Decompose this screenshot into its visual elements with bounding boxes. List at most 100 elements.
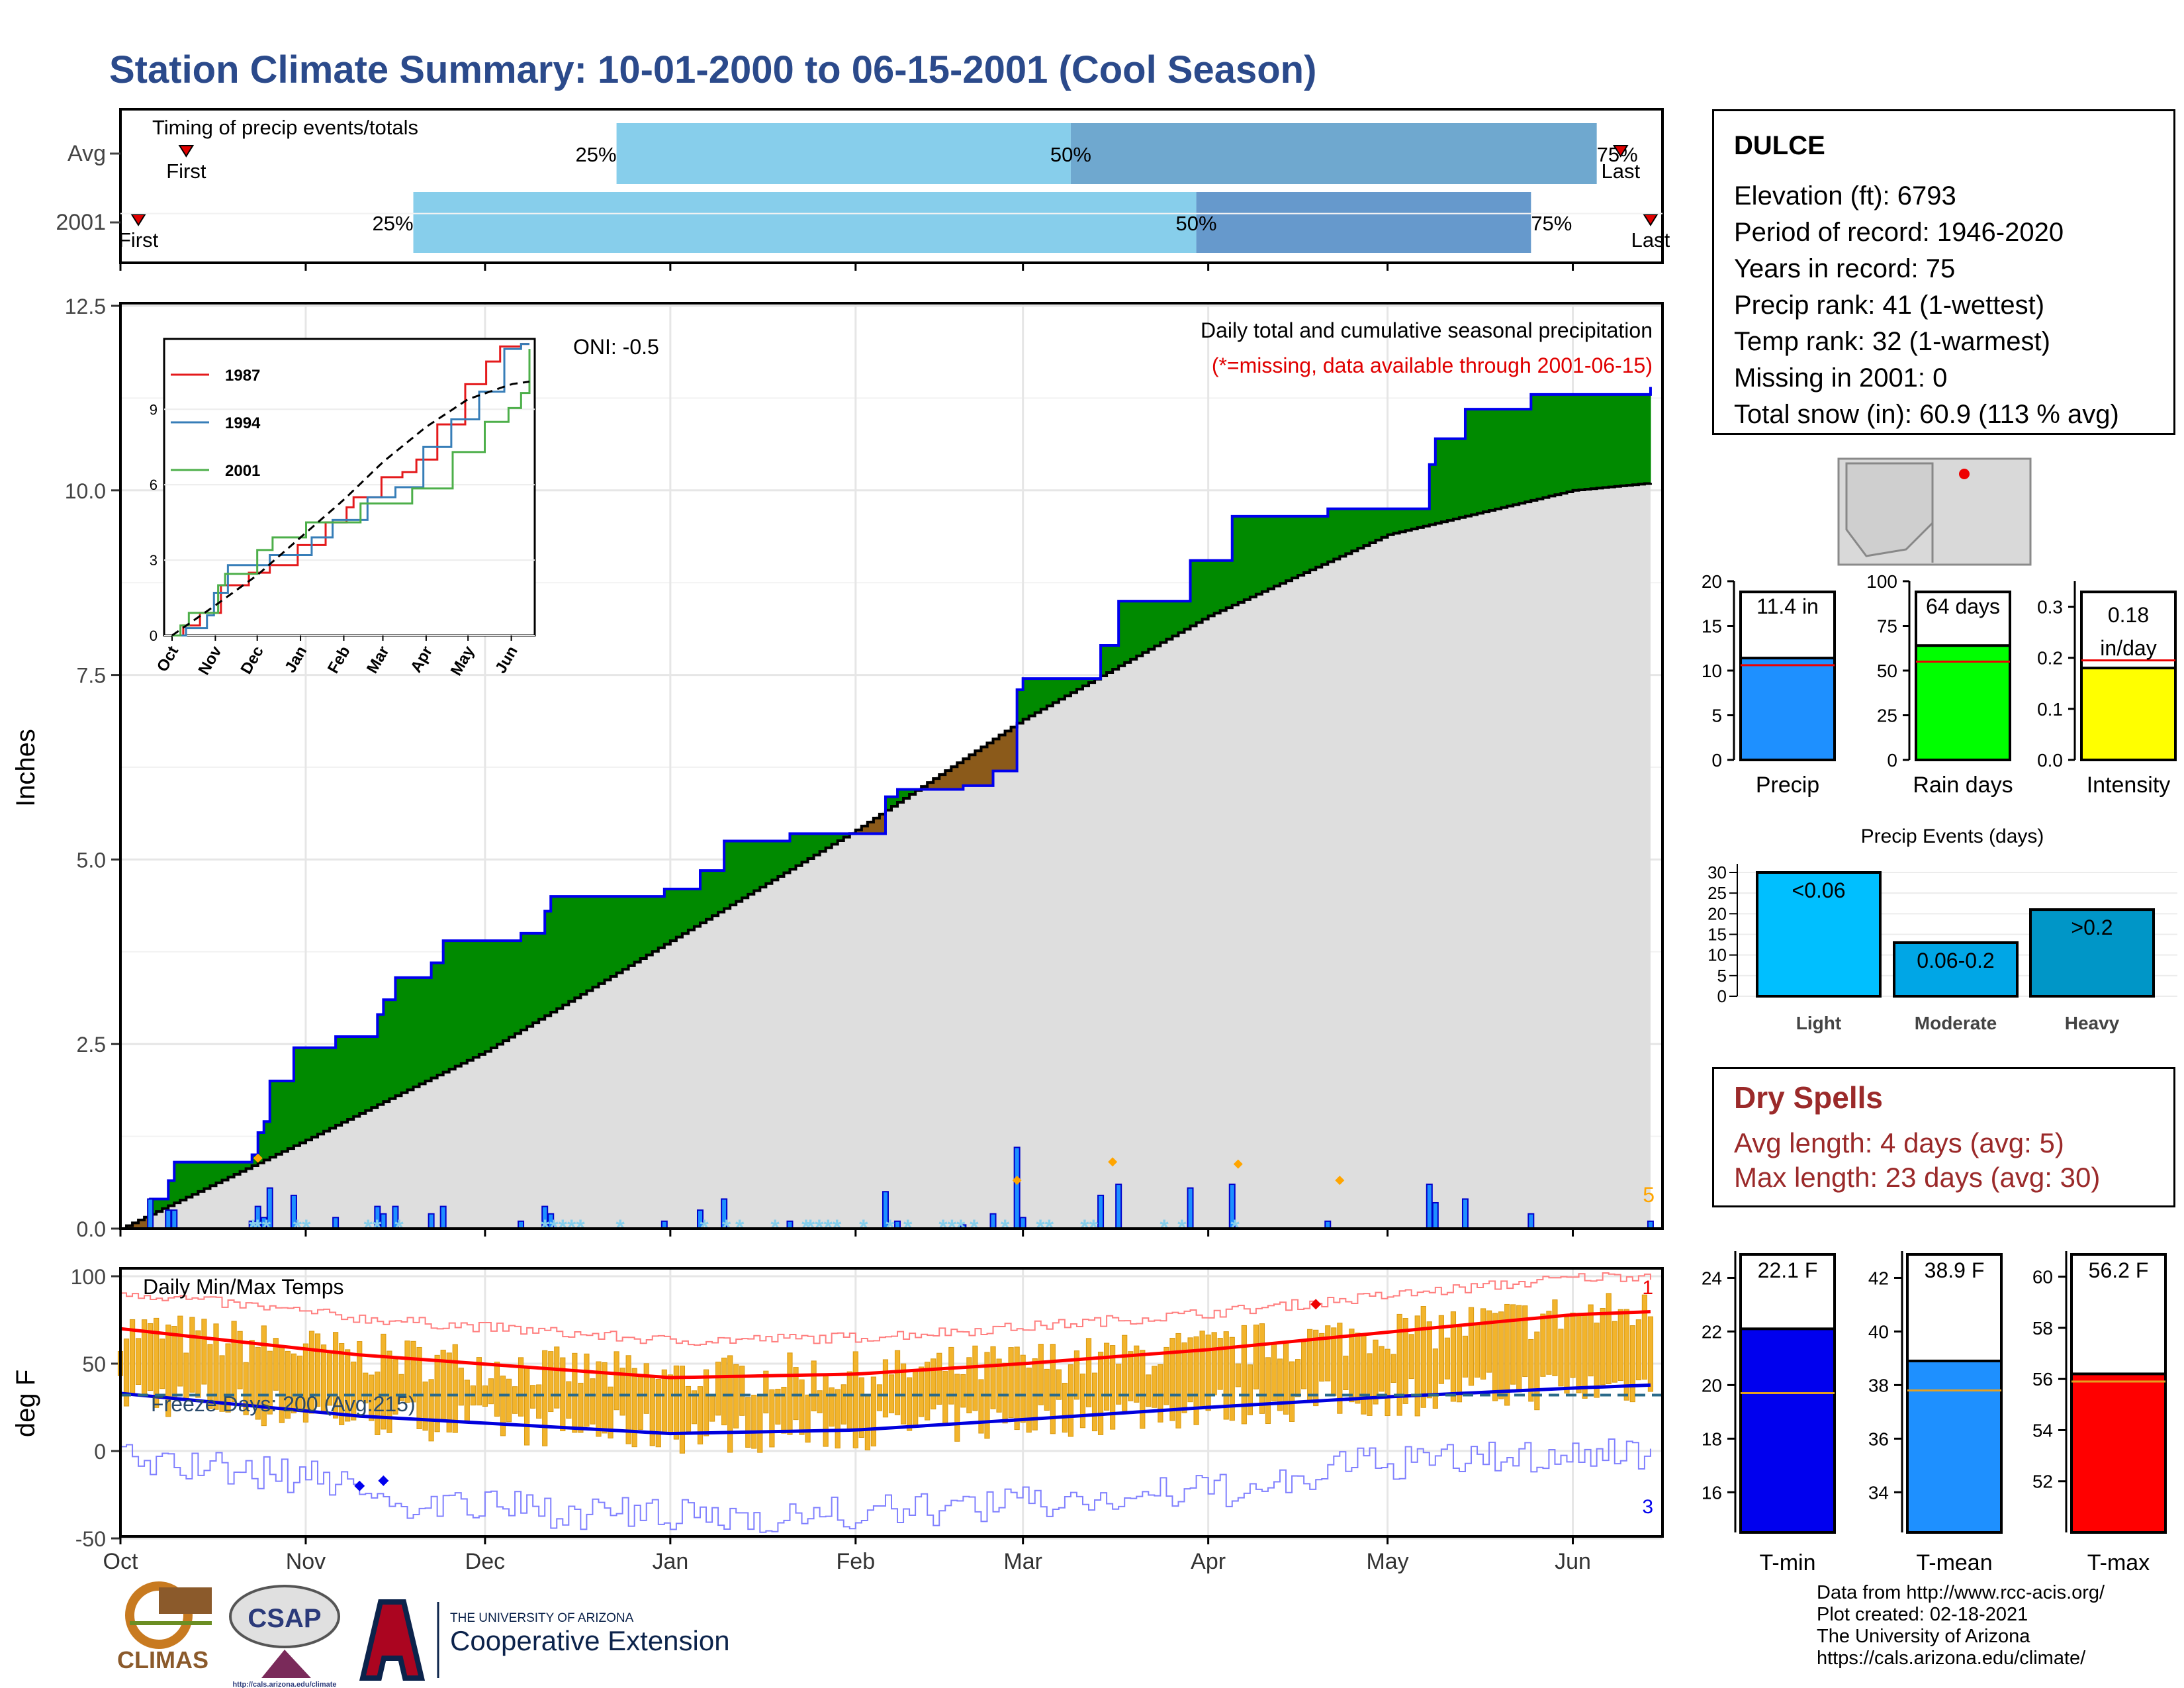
daily-temp-bar [261, 1325, 267, 1427]
daily-temp-bar [1504, 1303, 1510, 1406]
dry-spells-max: Max length: 23 days (avg: 30) [1734, 1162, 2101, 1193]
precip-panel-frame [119, 302, 1664, 1230]
above-average-fill [150, 394, 1651, 1215]
daily-temp-bar [273, 1338, 279, 1391]
daily-precip-bar [380, 1213, 387, 1230]
daily-temp-bar [267, 1350, 273, 1415]
ua-logo-text: Cooperative Extension [450, 1625, 730, 1656]
credit-line: Plot created: 02-18-2021 [1817, 1604, 2028, 1625]
daily-temp-bar [936, 1352, 942, 1405]
daily-temp-bar [1379, 1346, 1385, 1392]
daily-temp-bar [1020, 1354, 1026, 1423]
daily-temp-bar [1187, 1337, 1193, 1403]
daily-temp-bar [536, 1384, 542, 1419]
daily-temp-bar [1647, 1316, 1654, 1392]
daily-temp-bar [1277, 1358, 1283, 1411]
events-bar [1756, 871, 1882, 998]
station-location-dot [1959, 469, 1970, 479]
station-period: Period of record: 1946-2020 [1734, 218, 2064, 247]
temp-bar-value [2070, 1372, 2167, 1534]
mini-bar-tick-label: 100 [1866, 571, 1897, 592]
daily-temp-bar [727, 1355, 733, 1453]
credit-line: Data from http://www.rcc-acis.org/ [1817, 1582, 2105, 1603]
daily-temp-bar [697, 1386, 704, 1444]
temp-bar-tick-label: 24 [1702, 1268, 1722, 1288]
daily-temp-bar [416, 1346, 422, 1430]
daily-temp-bar [1468, 1307, 1475, 1386]
ua-logo-icon [359, 1599, 426, 1681]
dry-spells-panel: Dry Spells Avg length: 4 days (avg: 5) M… [1712, 1067, 2175, 1207]
timing-bar-late [1196, 192, 1531, 253]
daily-temp-bar [1385, 1348, 1390, 1417]
daily-temp-bar [942, 1371, 948, 1426]
heavy-event-marker [1335, 1176, 1345, 1186]
daily-temp-bar [972, 1345, 978, 1411]
station-elevation: Elevation (ft): 6793 [1734, 181, 1956, 211]
daily-temp-bar [195, 1330, 201, 1398]
daily-temp-bar [835, 1389, 841, 1449]
daily-temp-bar [476, 1357, 482, 1406]
daily-temp-bar [1617, 1309, 1623, 1382]
events-category-label: Moderate [1915, 1013, 1997, 1033]
daily-temp-bar [1044, 1368, 1050, 1411]
inset-legend-label: 2001 [225, 462, 260, 480]
daily-temp-bar [351, 1361, 357, 1421]
temp-bar-value [1739, 1327, 1836, 1534]
daily-temp-bar [829, 1387, 835, 1427]
y-tick-label: 12.5 [65, 295, 106, 318]
y-tick-label: 2.5 [77, 1033, 106, 1056]
temp-bar-tick-label: 38 [1868, 1375, 1889, 1395]
daily-temp-bar [649, 1376, 655, 1446]
daily-temp-bar [739, 1366, 745, 1416]
daily-precip-bar [165, 1209, 172, 1229]
timing-pct-label: 25% [576, 143, 617, 166]
temp-bar-value-label: 56.2 F [2089, 1258, 2149, 1282]
daily-temp-bar [775, 1388, 781, 1425]
temp-y-label: 0 [94, 1440, 106, 1464]
daily-temp-bar [404, 1340, 410, 1403]
mini-bar-tick-label: 50 [1877, 661, 1897, 681]
inset-y-label: 0 [150, 628, 158, 644]
temp-y-axis-title: deg F [11, 1370, 40, 1437]
daily-temp-bar [823, 1374, 829, 1447]
daily-temp-bar [369, 1374, 375, 1421]
daily-temp-bar [500, 1376, 506, 1436]
y-tick-label: 7.5 [77, 664, 106, 688]
daily-temp-bar [542, 1350, 548, 1446]
daily-temp-bar [882, 1359, 889, 1418]
daily-temp-bar [1426, 1321, 1432, 1399]
events-tick-label: 25 [1707, 883, 1727, 903]
daily-temp-bar [1091, 1372, 1098, 1432]
daily-temp-bar [805, 1394, 811, 1443]
daily-temp-bar [673, 1365, 679, 1440]
daily-temp-bar [1510, 1304, 1516, 1385]
daily-temp-bar [446, 1352, 452, 1432]
daily-temp-bar [1456, 1327, 1463, 1403]
timing-bar-early [413, 192, 1197, 253]
daily-temp-bar [518, 1357, 524, 1417]
daily-temp-bar [506, 1378, 512, 1423]
daily-temp-bar [1116, 1364, 1122, 1405]
daily-temp-bar [464, 1380, 470, 1423]
station-temp-rank: Temp rank: 32 (1-warmest) [1734, 327, 2050, 356]
mini-bar-tick-label: 15 [1702, 616, 1722, 637]
daily-temp-bar [1408, 1334, 1414, 1380]
timing-bar-late [1070, 123, 1597, 184]
dry-spells-title: Dry Spells [1734, 1080, 1883, 1115]
daily-temp-bar [608, 1386, 614, 1438]
daily-temp-bar [357, 1341, 363, 1401]
daily-temp-bar [159, 1338, 165, 1389]
csap-logo-icon [261, 1650, 311, 1678]
daily-temp-bar [1181, 1342, 1187, 1413]
station-years: Years in record: 75 [1734, 254, 1956, 283]
events-tick-label: 5 [1717, 966, 1727, 986]
events-tick-label: 0 [1717, 986, 1727, 1006]
mini-bar-value-label: 11.4 in [1756, 594, 1819, 618]
daily-temp-bar [1629, 1325, 1635, 1403]
daily-temp-bar [1062, 1382, 1068, 1433]
inset-avg-line [171, 381, 530, 637]
daily-temp-bar [1050, 1344, 1056, 1434]
daily-temp-bar [1008, 1347, 1014, 1419]
temp-y-label: 50 [82, 1352, 106, 1376]
daily-temp-bar [954, 1374, 960, 1442]
